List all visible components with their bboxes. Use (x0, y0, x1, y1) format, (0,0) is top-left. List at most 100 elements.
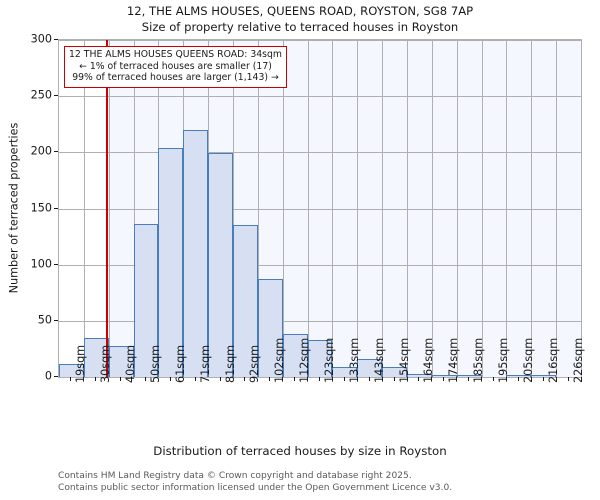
x-tick-mark (194, 377, 196, 381)
x-axis-label: Distribution of terraced houses by size … (153, 444, 447, 458)
bar (83, 337, 109, 377)
y-tick-label: 200 (30, 144, 52, 158)
property-marker-line (106, 40, 109, 377)
gridline-vertical (556, 40, 558, 377)
x-tick-mark (319, 377, 320, 381)
bar (531, 375, 557, 377)
x-tick-mark (418, 377, 420, 381)
footer-attribution: Contains HM Land Registry data © Crown c… (58, 471, 452, 494)
x-tick-mark (443, 377, 445, 381)
y-axis-label: Number of terraced properties (7, 122, 21, 293)
x-tick-label: 164sqm (422, 337, 436, 383)
gridline-vertical (332, 40, 334, 377)
annotation-line-1: 12 THE ALMS HOUSES QUEENS ROAD: 34sqm (69, 49, 282, 60)
x-tick-label: 143sqm (372, 337, 386, 383)
bar (506, 375, 532, 377)
bar (332, 366, 358, 377)
x-tick-label: 185sqm (472, 337, 486, 383)
bar (183, 129, 209, 377)
x-tick-mark (294, 377, 296, 381)
x-tick-label: 61sqm (173, 344, 187, 383)
y-tick-mark (54, 39, 58, 40)
y-tick-mark (54, 151, 58, 153)
bar (407, 373, 432, 377)
x-tick-mark (368, 377, 370, 381)
bar (431, 374, 457, 377)
x-tick-label: 50sqm (149, 344, 162, 383)
bar (133, 224, 159, 377)
gridline-horizontal (59, 208, 581, 210)
bar (59, 363, 84, 377)
x-tick-label: 71sqm (198, 344, 212, 383)
gridline-vertical (456, 40, 458, 377)
bar (357, 359, 383, 377)
y-tick-label: 50 (37, 313, 52, 327)
gridline-horizontal (59, 96, 581, 98)
x-tick-mark (70, 377, 72, 381)
y-tick-mark (54, 263, 58, 265)
bar (282, 334, 308, 377)
y-tick-label: 0 (44, 369, 52, 383)
x-tick-label: 205sqm (521, 337, 535, 383)
gridline-vertical (233, 40, 234, 377)
bar (456, 374, 482, 377)
gridline-vertical (357, 40, 359, 377)
gridline-vertical (83, 40, 85, 377)
x-tick-mark (517, 377, 519, 381)
gridline-vertical (108, 40, 110, 377)
x-tick-mark (567, 377, 569, 381)
x-tick-label: 174sqm (447, 337, 461, 383)
gridline-vertical (307, 40, 309, 377)
gridline-horizontal (59, 264, 581, 266)
bar (307, 339, 333, 377)
x-tick-mark (468, 377, 470, 381)
chart-subtitle: Size of property relative to terraced ho… (141, 20, 459, 34)
y-tick-mark (54, 319, 58, 321)
x-tick-label: 30sqm (99, 344, 113, 383)
x-tick-mark (145, 377, 146, 381)
annotation-box: 12 THE ALMS HOUSES QUEENS ROAD: 34sqm ← … (64, 46, 287, 88)
x-tick-mark (169, 377, 171, 381)
chart-title: 12, THE ALMS HOUSES, QUEENS ROAD, ROYSTO… (126, 4, 474, 18)
x-tick-label: 195sqm (497, 337, 510, 383)
gridline-vertical (282, 40, 284, 377)
x-tick-label: 154sqm (397, 337, 411, 383)
x-tick-mark (120, 377, 122, 381)
y-tick-mark (54, 207, 58, 209)
x-tick-mark (393, 377, 395, 381)
x-tick-label: 92sqm (248, 344, 262, 383)
annotation-line-3: 99% of terraced houses are larger (1,143… (72, 72, 279, 83)
y-tick-label: 300 (30, 32, 52, 46)
annotation-line-2: ← 1% of terraced houses are smaller (17) (79, 60, 272, 72)
x-tick-label: 216sqm (546, 337, 560, 383)
gridline-vertical (481, 40, 483, 377)
x-tick-label: 19sqm (74, 344, 88, 383)
gridline-horizontal (59, 40, 581, 41)
x-tick-mark (542, 377, 544, 381)
gridline-vertical (133, 40, 135, 377)
footer-line-1: Contains HM Land Registry data © Crown c… (58, 471, 412, 481)
gridline-vertical (431, 40, 433, 377)
x-tick-label: 226sqm (571, 337, 585, 383)
x-tick-mark (219, 377, 221, 381)
bar (158, 147, 184, 377)
bar (233, 225, 258, 377)
x-tick-mark (493, 377, 494, 381)
x-tick-label: 133sqm (347, 337, 361, 383)
footer-line-2: Contains public sector information licen… (58, 482, 453, 493)
x-tick-label: 112sqm (298, 337, 312, 383)
bar (382, 366, 407, 377)
gridline-vertical (407, 40, 408, 377)
gridline-vertical (531, 40, 533, 377)
bar (257, 279, 283, 377)
bar (108, 345, 134, 377)
x-tick-label: 40sqm (124, 344, 138, 383)
plot-area (58, 39, 582, 378)
y-tick-mark (54, 376, 58, 377)
gridline-vertical (506, 40, 508, 377)
y-tick-label: 250 (30, 88, 52, 102)
x-tick-mark (343, 377, 345, 381)
x-tick-mark (95, 377, 97, 381)
x-tick-mark (244, 377, 246, 381)
